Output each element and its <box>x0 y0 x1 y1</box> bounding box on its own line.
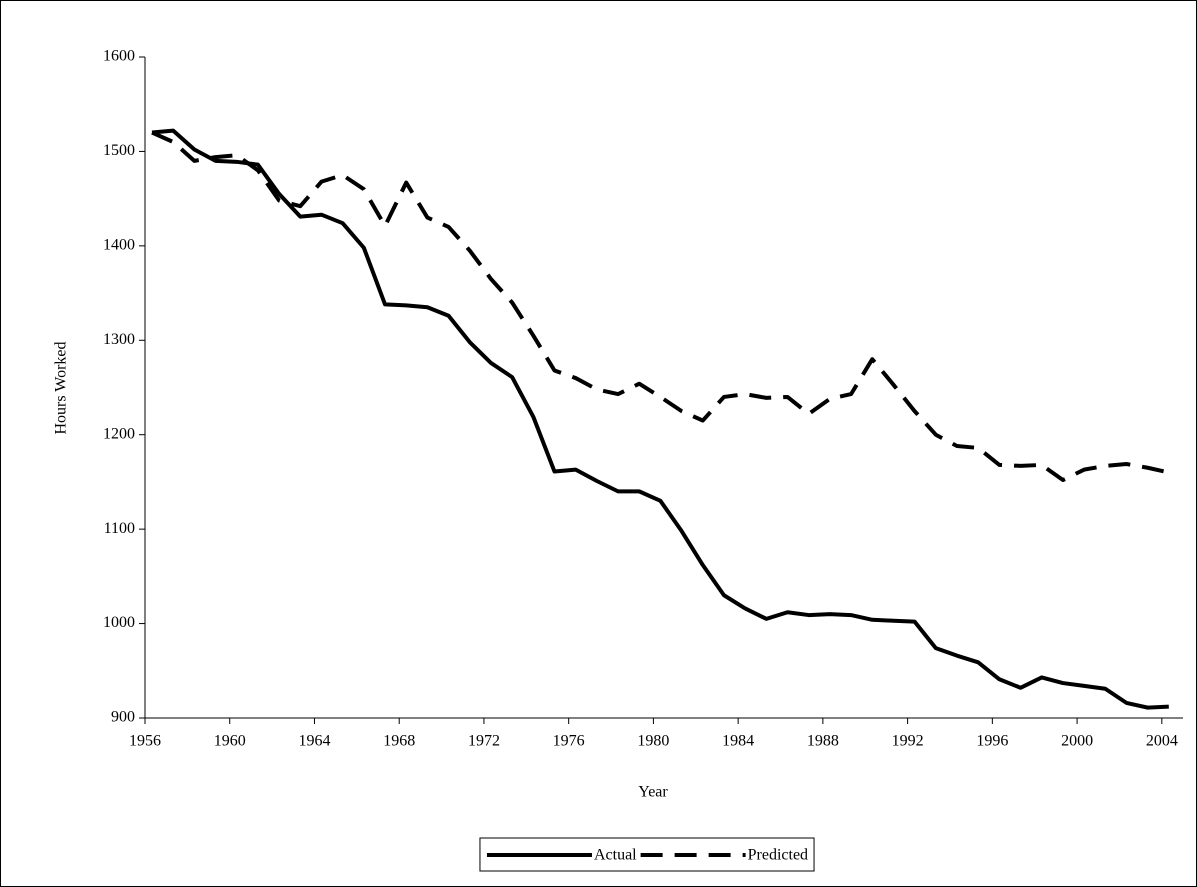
y-tick-label: 1300 <box>103 331 135 348</box>
x-tick-label: 2004 <box>1146 733 1178 750</box>
data-line <box>151 128 1169 710</box>
y-tick-label: 1200 <box>103 425 135 442</box>
y-tick-label: 1500 <box>103 142 135 159</box>
y-tick-label: 1600 <box>103 48 135 65</box>
legend: Actual Predicted <box>479 837 815 872</box>
x-axis-title: Year <box>638 784 668 801</box>
x-tick-label: 1980 <box>637 733 669 750</box>
x-tick-label: 1968 <box>383 733 415 750</box>
y-axis-title: Hours Worked <box>53 341 70 434</box>
x-tick-label: 1960 <box>214 733 246 750</box>
y-tick-label: 1000 <box>103 614 135 631</box>
x-tick-label: 1956 <box>129 733 161 750</box>
y-tick-label: 1100 <box>104 520 135 537</box>
x-tick-label: 1976 <box>553 733 585 750</box>
x-tick-label: 1964 <box>298 733 330 750</box>
legend-label: Predicted <box>748 847 808 864</box>
legend-label: Actual <box>594 847 637 864</box>
x-tick-label: 2000 <box>1061 733 1093 750</box>
x-tick-label: 1972 <box>468 733 500 750</box>
y-tick-label: 1400 <box>103 237 135 254</box>
data-line <box>151 130 1170 483</box>
x-tick-label: 1992 <box>892 733 924 750</box>
x-tick-label: 1988 <box>807 733 839 750</box>
y-tick-label: 900 <box>111 709 135 726</box>
x-tick-label: 1996 <box>976 733 1008 750</box>
x-tick-label: 1984 <box>722 733 754 750</box>
